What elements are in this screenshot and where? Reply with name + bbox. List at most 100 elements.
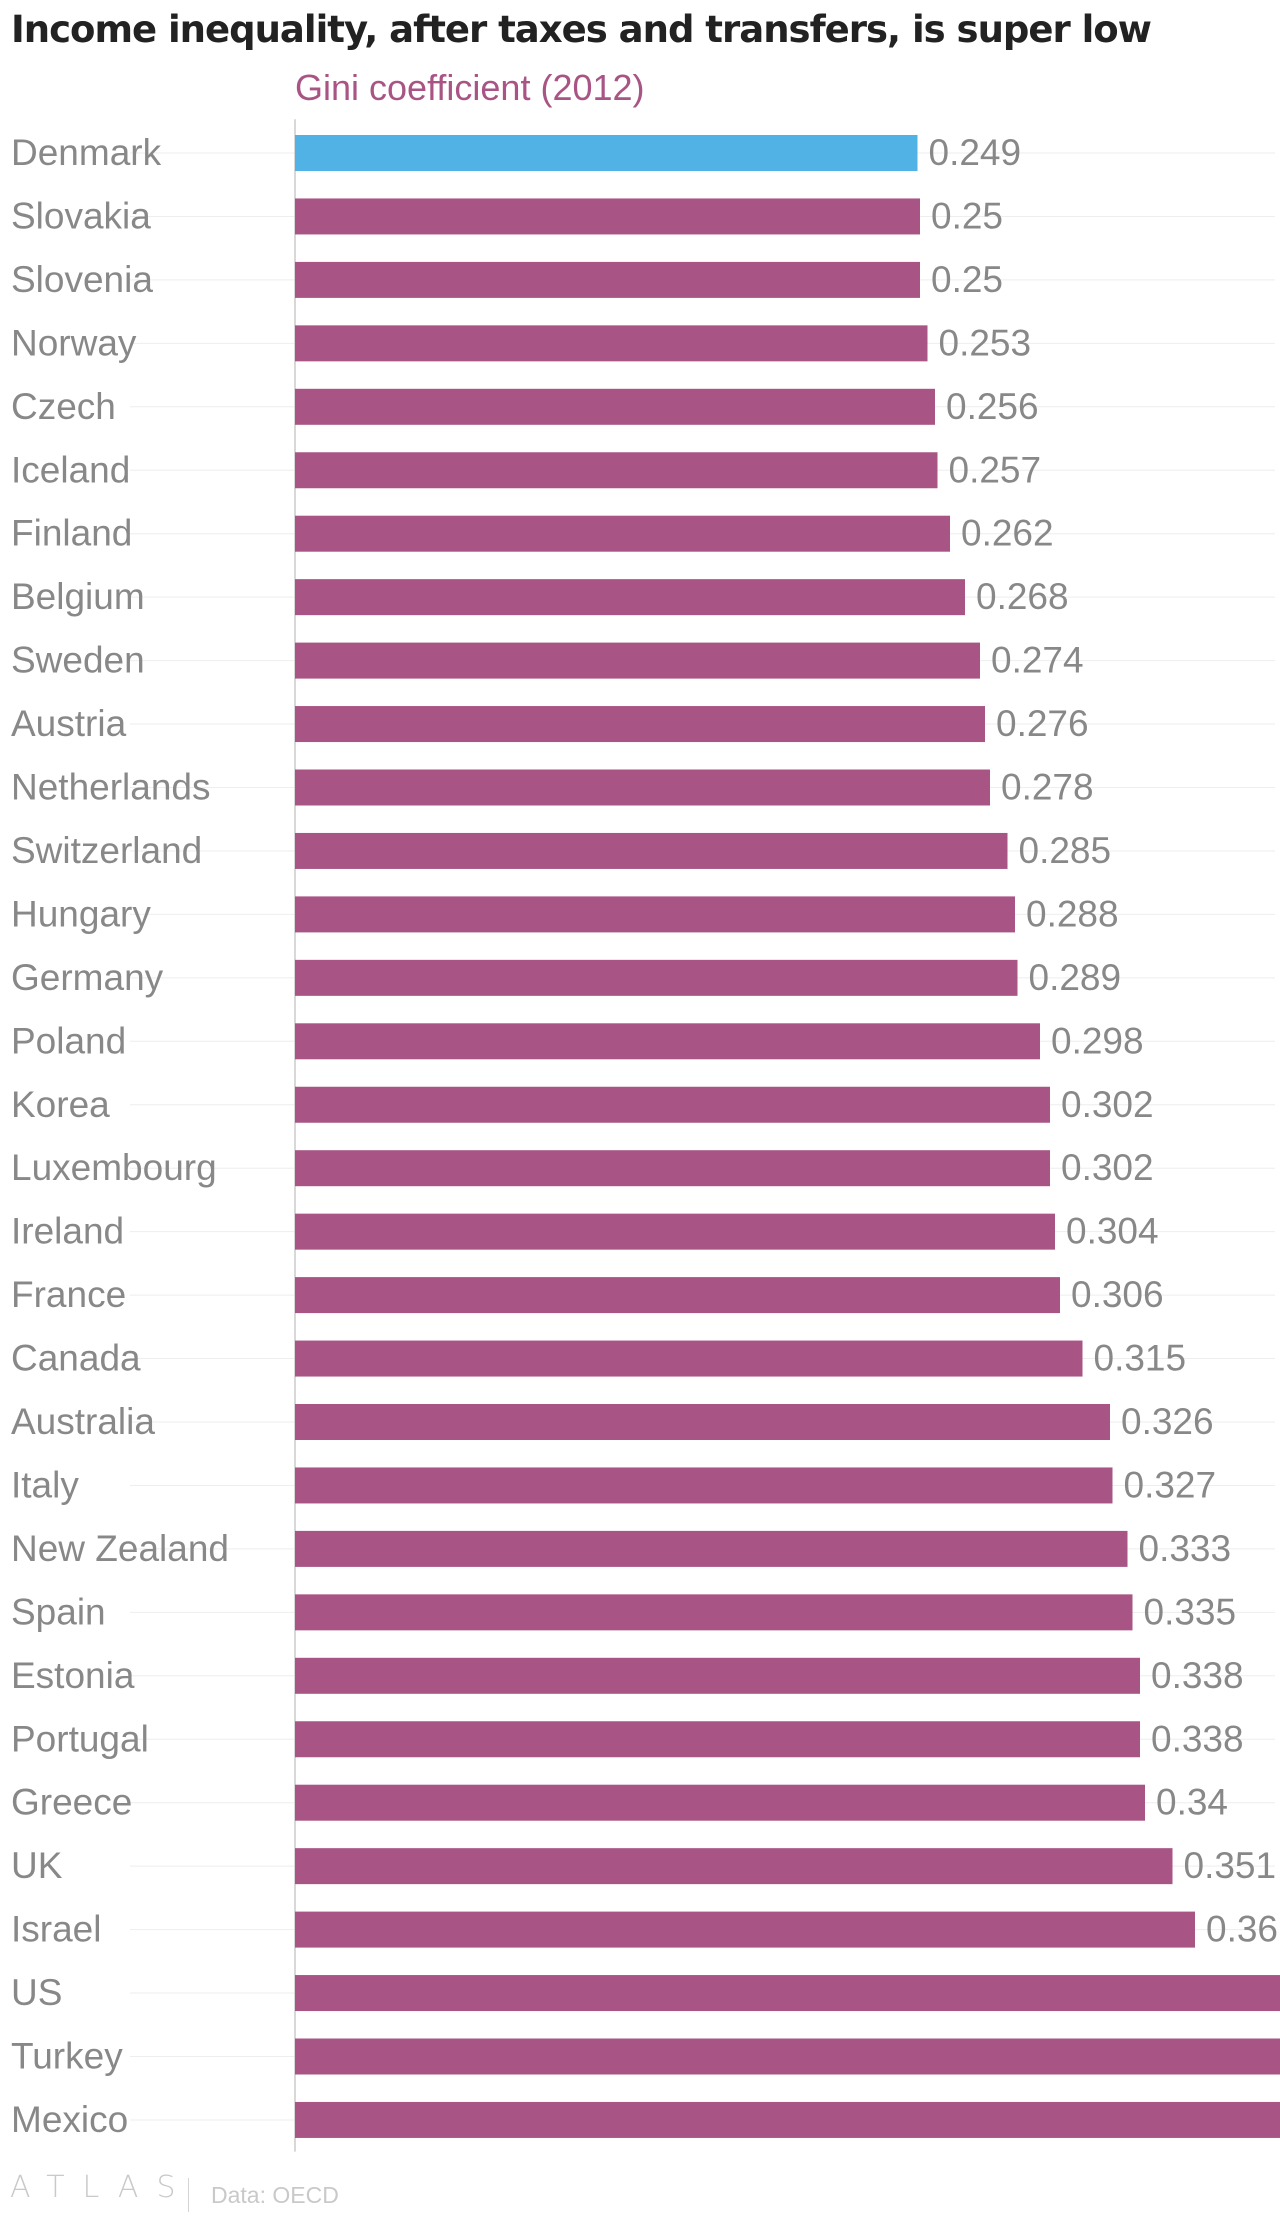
value-label: 0.302 — [1061, 1147, 1154, 1188]
value-label: 0.256 — [946, 386, 1039, 427]
bar — [295, 832, 1008, 869]
bar — [295, 1594, 1133, 1631]
bar — [295, 579, 965, 616]
value-label: 0.253 — [939, 322, 1032, 363]
category-label: Iceland — [11, 449, 130, 490]
category-label: Turkey — [11, 2036, 123, 2077]
category-label: France — [11, 1274, 126, 1315]
category-label: Korea — [11, 1084, 110, 1125]
bar — [295, 706, 985, 743]
category-label: Sweden — [11, 640, 145, 681]
category-label: Luxembourg — [11, 1147, 217, 1188]
category-label: Belgium — [11, 576, 145, 617]
value-label: 0.36 — [1206, 1909, 1278, 1950]
value-label: 0.274 — [991, 640, 1084, 681]
bar — [295, 896, 1015, 933]
value-label: 0.268 — [976, 576, 1069, 617]
chart-title: Income inequality, after taxes and trans… — [11, 8, 1152, 51]
value-label: 0.351 — [1184, 1845, 1277, 1886]
bar — [295, 198, 920, 235]
category-label: Czech — [11, 386, 116, 427]
value-label: 0.315 — [1094, 1338, 1187, 1379]
value-label: 0.306 — [1071, 1274, 1164, 1315]
value-label: 0.333 — [1139, 1528, 1232, 1569]
category-label: Germany — [11, 957, 164, 998]
value-label: 0.257 — [949, 449, 1042, 490]
category-label: Switzerland — [11, 830, 202, 871]
category-label: Mexico — [11, 2099, 128, 2140]
value-label: 0.262 — [961, 513, 1054, 554]
category-label: Norway — [11, 322, 137, 363]
bar — [295, 1784, 1145, 1821]
category-label: Austria — [11, 703, 127, 744]
bar — [295, 261, 920, 298]
bar — [295, 1150, 1050, 1187]
category-label: Canada — [11, 1338, 141, 1379]
bar — [295, 325, 928, 362]
value-label: 0.285 — [1019, 830, 1112, 871]
bar — [295, 1657, 1140, 1694]
atlas-logo: ATLAS — [10, 2170, 194, 2205]
category-label: Netherlands — [11, 767, 211, 808]
category-label: Finland — [11, 513, 132, 554]
bar — [295, 1721, 1140, 1758]
category-label: Hungary — [11, 893, 151, 934]
bar — [295, 1277, 1060, 1314]
bar — [295, 2038, 1280, 2075]
bar — [295, 1213, 1055, 1250]
category-label: Estonia — [11, 1655, 135, 1696]
category-label: Italy — [11, 1464, 79, 1505]
category-label: Denmark — [11, 132, 162, 173]
value-label: 0.25 — [931, 259, 1003, 300]
category-label: Ireland — [11, 1211, 124, 1252]
category-label: Portugal — [11, 1718, 149, 1759]
value-label: 0.304 — [1066, 1211, 1159, 1252]
value-label: 0.249 — [929, 132, 1022, 173]
value-label: 0.288 — [1026, 893, 1119, 934]
bar — [295, 1848, 1173, 1885]
bar — [295, 1975, 1280, 2012]
bar — [295, 135, 918, 171]
value-label: 0.34 — [1156, 1782, 1228, 1823]
chart-subtitle: Gini coefficient (2012) — [295, 67, 645, 108]
category-label: Spain — [11, 1591, 106, 1632]
value-label: 0.338 — [1151, 1655, 1244, 1696]
bar — [295, 1530, 1128, 1567]
value-label: 0.327 — [1124, 1464, 1217, 1505]
value-label: 0.302 — [1061, 1084, 1154, 1125]
bar — [295, 388, 935, 425]
category-label: New Zealand — [11, 1528, 229, 1569]
bar — [295, 1086, 1050, 1123]
category-label: Poland — [11, 1020, 126, 1061]
category-label: Slovakia — [11, 195, 151, 236]
bar — [295, 1404, 1110, 1440]
value-label: 0.326 — [1121, 1401, 1214, 1442]
category-label: Australia — [11, 1401, 155, 1442]
bar — [295, 1911, 1195, 1948]
source-note: Data: OECD — [211, 2182, 339, 2208]
bar — [295, 1340, 1083, 1377]
category-label: UK — [11, 1845, 63, 1886]
category-label: US — [11, 1972, 62, 2013]
bar — [295, 769, 990, 806]
category-label: Greece — [11, 1782, 132, 1823]
bar — [295, 452, 938, 489]
bar — [295, 959, 1018, 996]
category-label: Israel — [11, 1909, 101, 1950]
value-label: 0.298 — [1051, 1020, 1144, 1061]
bar — [295, 642, 980, 679]
value-label: 0.338 — [1151, 1718, 1244, 1759]
bar — [295, 1467, 1113, 1504]
value-label: 0.276 — [996, 703, 1089, 744]
bar — [295, 1023, 1040, 1060]
bar — [295, 2101, 1280, 2138]
value-label: 0.289 — [1029, 957, 1122, 998]
bar — [295, 515, 950, 552]
value-label: 0.278 — [1001, 767, 1094, 808]
bar-chart: Denmark 0.249 Slovakia 0.25 Slovenia 0.25 Norw… — [11, 119, 1280, 2152]
footer: ATLAS Data: OECD — [0, 2170, 1280, 2217]
value-label: 0.25 — [931, 195, 1003, 236]
category-label: Slovenia — [11, 259, 153, 300]
footer-divider — [188, 2178, 189, 2212]
value-label: 0.335 — [1144, 1591, 1237, 1632]
